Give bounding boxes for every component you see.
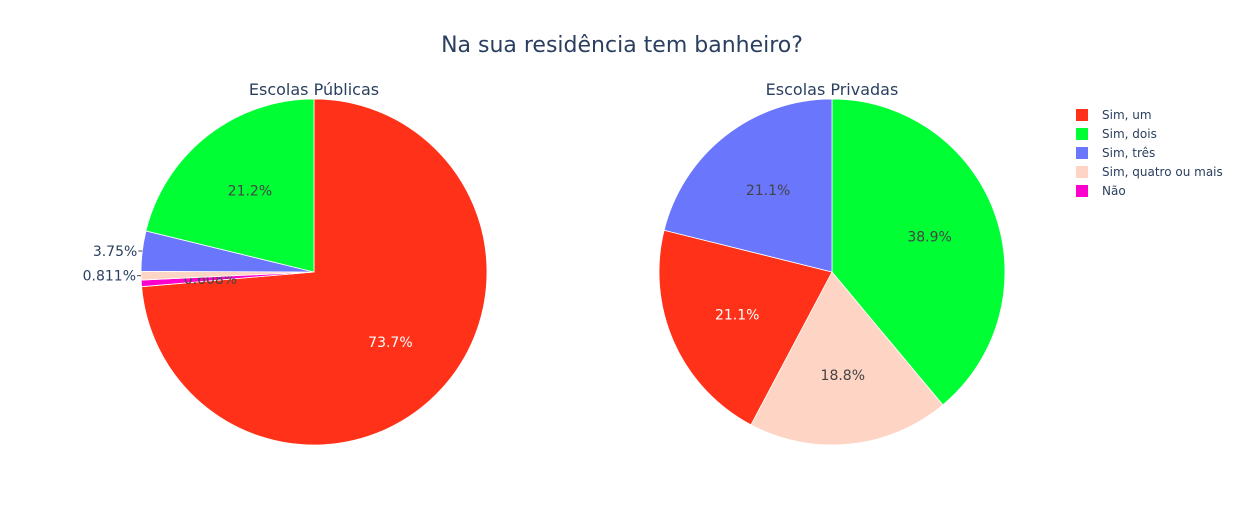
pie-label-sim-tres: 3.75% — [93, 244, 137, 260]
legend-swatch — [1076, 128, 1088, 140]
legend-swatch — [1076, 166, 1088, 178]
chart-title: Na sua residência tem banheiro? — [441, 33, 803, 58]
legend-item-sim-dois[interactable]: Sim, dois — [1076, 127, 1157, 141]
legend[interactable]: Sim, um Sim, dois Sim, três Sim, quatro ou … — [1076, 108, 1223, 198]
legend-item-nao[interactable]: Não — [1076, 184, 1126, 198]
legend-item-sim-um[interactable]: Sim, um — [1076, 108, 1152, 122]
pie-slice-sim-dois[interactable] — [831, 98, 1006, 406]
pie-label-sim-quatro-ou-mais: 0.811% — [83, 269, 136, 285]
pie-label-sim-dois: 38.9% — [907, 230, 951, 246]
pie-label-sim-dois: 21.2% — [228, 183, 272, 199]
pie-label-sim-tres: 21.1% — [746, 183, 790, 199]
legend-swatch — [1076, 185, 1088, 197]
legend-label: Sim, dois — [1102, 127, 1157, 141]
legend-label: Sim, três — [1102, 146, 1155, 160]
pie-slice-sim-quatro-ou-mais[interactable] — [750, 271, 944, 446]
legend-label: Sim, quatro ou mais — [1102, 165, 1223, 179]
legend-swatch — [1076, 109, 1088, 121]
legend-item-sim-tres[interactable]: Sim, três — [1076, 146, 1155, 160]
pie-title-publicas: Escolas Públicas — [249, 80, 379, 99]
pie-label-sim-um: 73.7% — [368, 335, 412, 351]
legend-label: Sim, um — [1102, 108, 1152, 122]
pie-slice-sim-tres[interactable] — [663, 98, 833, 273]
pie-label-sim-quatro-ou-mais: 18.8% — [821, 368, 865, 384]
pie-label-sim-um: 21.1% — [715, 307, 759, 323]
legend-item-sim-quatro-ou-mais[interactable]: Sim, quatro ou mais — [1076, 165, 1223, 179]
legend-swatch — [1076, 147, 1088, 159]
pie-title-privadas: Escolas Privadas — [766, 80, 899, 99]
pie-privadas: 38.9% 18.8% 21.1% 21.1% — [658, 98, 1006, 446]
pie-slice-sim-um[interactable] — [658, 229, 833, 426]
pie-publicas: 73.7%0.608%0.811%3.75%21.2% — [83, 98, 488, 446]
legend-label: Não — [1102, 184, 1126, 198]
pie-slice-sim-dois[interactable] — [145, 98, 315, 273]
